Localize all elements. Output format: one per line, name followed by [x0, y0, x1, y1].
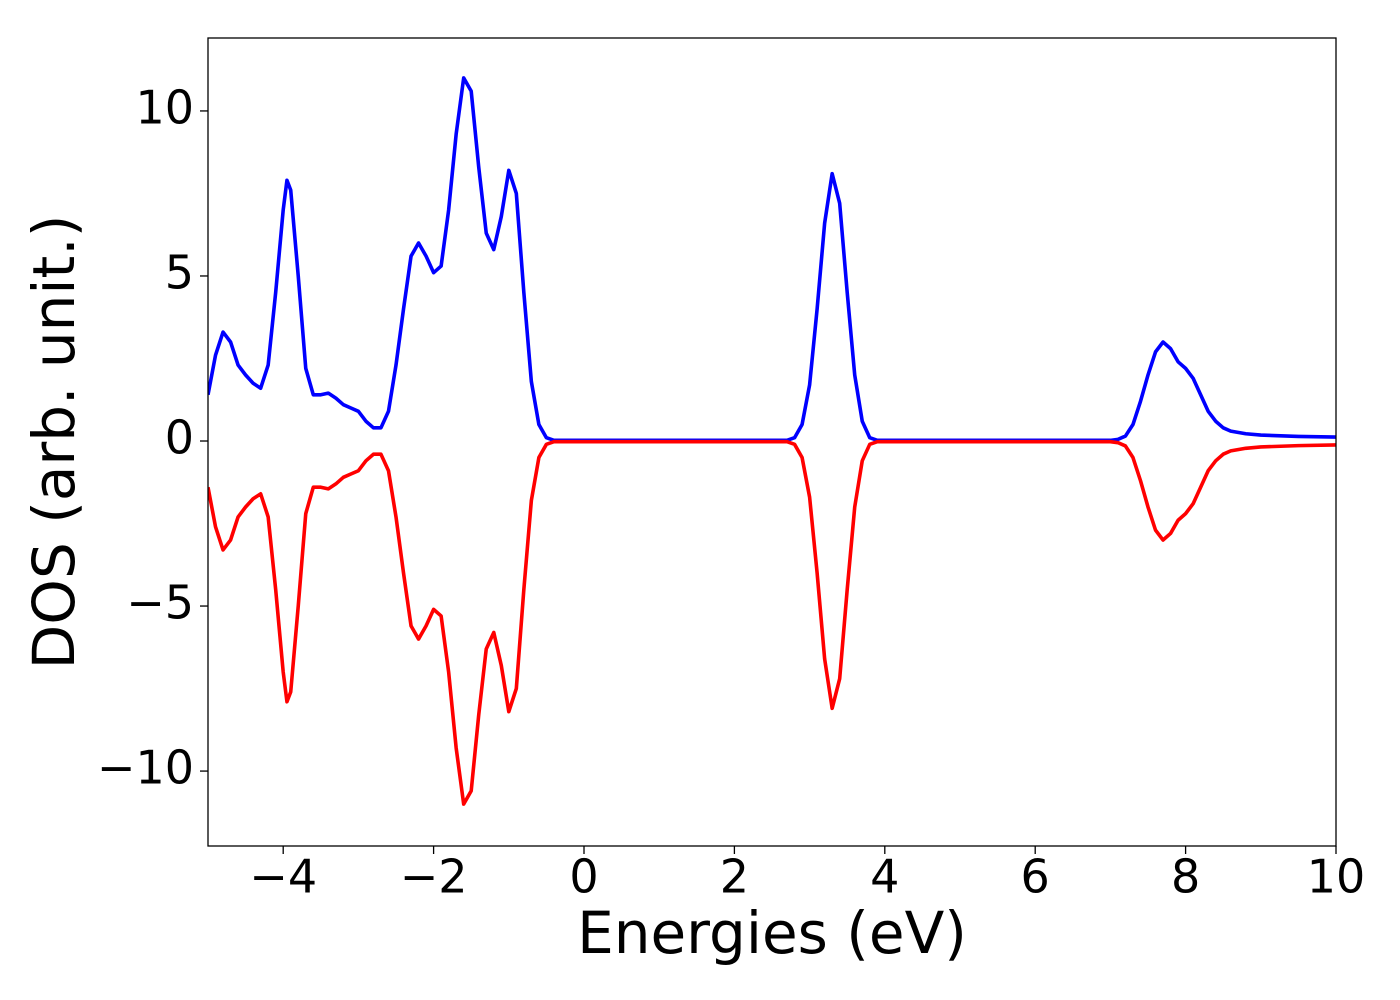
x-tick-label: 6: [1021, 850, 1050, 904]
y-axis-label: DOS (arb. unit.): [20, 215, 88, 670]
x-tick-label: −4: [249, 850, 317, 904]
y-tick-label: −5: [126, 576, 194, 630]
series-line: [208, 76, 1336, 443]
y-tick-label: 0: [165, 411, 194, 465]
y-tick-label: −10: [97, 741, 194, 795]
series-line: [208, 439, 1336, 806]
axes-frame: [207, 37, 1337, 847]
x-axis-label: Energies (eV): [577, 899, 967, 967]
plot-area: [208, 76, 1336, 806]
x-tick-label: 8: [1171, 850, 1200, 904]
x-tick-label: −2: [400, 850, 468, 904]
x-tick-label: 4: [870, 850, 899, 904]
x-tick-label: 0: [569, 850, 598, 904]
x-tick-label: 10: [1307, 850, 1366, 904]
y-tick-label: 10: [135, 80, 194, 134]
y-tick-label: 5: [165, 245, 194, 299]
x-tick-label: 2: [720, 850, 749, 904]
